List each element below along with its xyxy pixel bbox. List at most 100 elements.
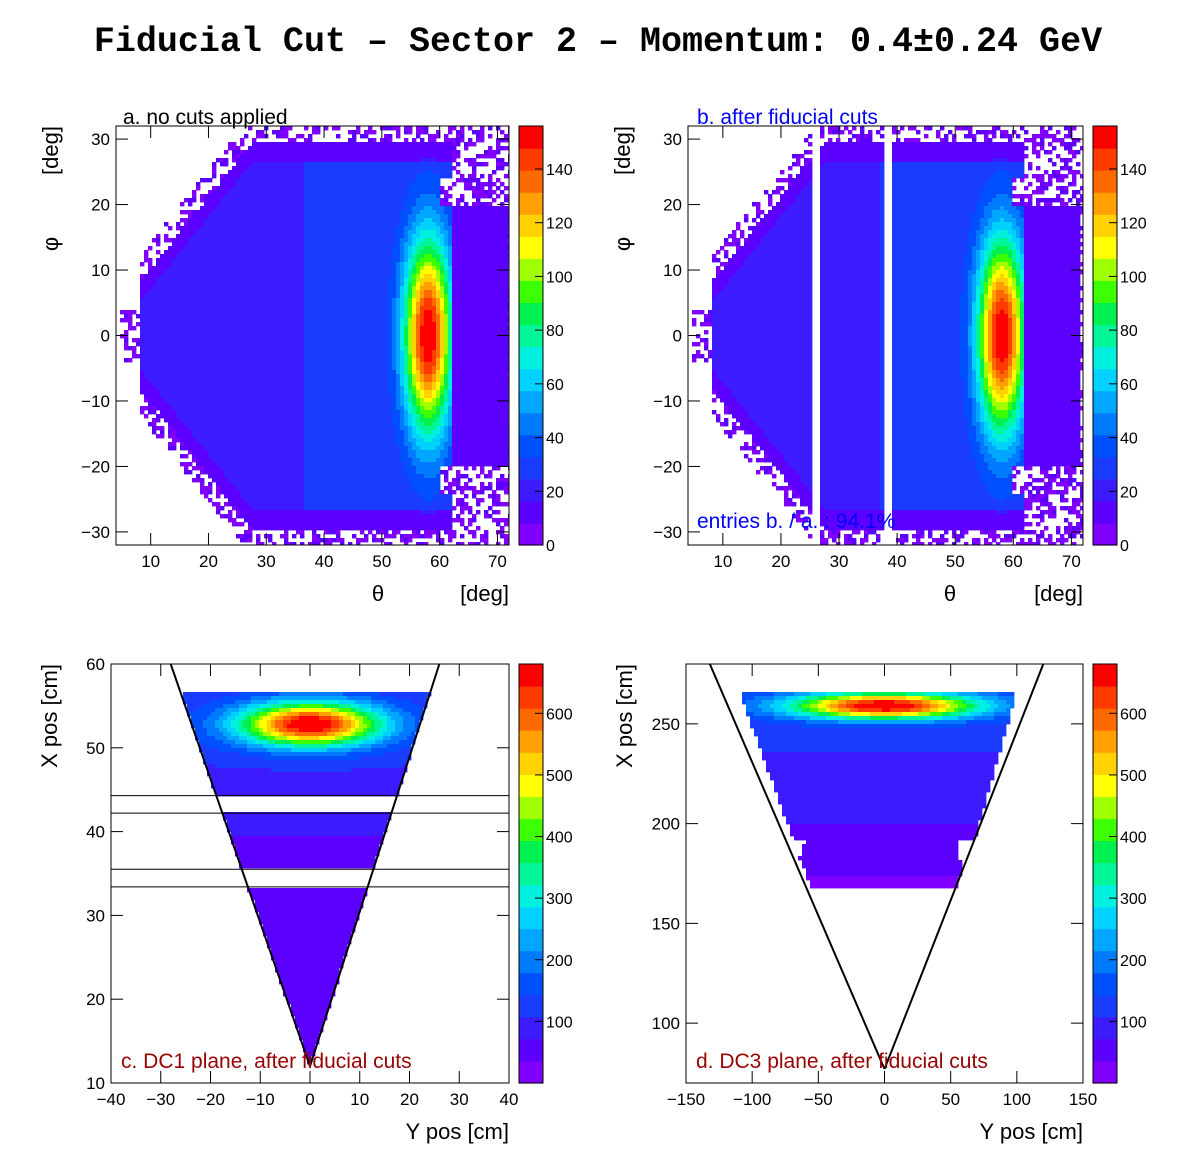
colorbar-tick-label: 600 bbox=[546, 706, 573, 723]
x-axis-symbol: θ bbox=[372, 581, 384, 606]
colorbar-tick-label: 600 bbox=[1120, 706, 1147, 723]
x-tick-label: 40 bbox=[888, 552, 907, 571]
y-tick-label: −10 bbox=[653, 392, 682, 411]
panel-a: 10 20 30 40 50 60 70 −30 −20 −10 0 10 20 30 θ [deg] φ [de… bbox=[38, 106, 573, 606]
x-tick-label: 60 bbox=[1004, 552, 1023, 571]
y-tick-label: 250 bbox=[652, 715, 680, 734]
x-tick-label: 100 bbox=[1003, 1090, 1031, 1109]
y-tick-label: 0 bbox=[673, 327, 682, 346]
colorbar-tick-label: 500 bbox=[1120, 768, 1147, 785]
y-axis-unit: [deg] bbox=[610, 126, 635, 175]
colorbar-tick-label: 60 bbox=[1120, 377, 1138, 394]
x-axis-unit: [deg] bbox=[1034, 581, 1083, 606]
colorbar-tick-label: 20 bbox=[546, 484, 564, 501]
colorbar-b: 0 20 40 60 80 100 120 140 bbox=[1092, 125, 1147, 555]
colorbar-tick-label: 80 bbox=[546, 323, 564, 340]
colorbar-frame bbox=[1092, 125, 1118, 546]
colorbar-tick-label: 140 bbox=[1120, 162, 1147, 179]
heatmap-d bbox=[708, 664, 1045, 1070]
x-axis-symbol: θ bbox=[944, 581, 956, 606]
acceptance-edge-right bbox=[309, 664, 441, 1067]
colorbar-tick-label: 40 bbox=[546, 431, 564, 448]
y-axis-label: X pos [cm] bbox=[37, 664, 62, 768]
colorbar-tick-label: 200 bbox=[546, 953, 573, 970]
x-tick-label: −50 bbox=[804, 1090, 833, 1109]
heatmap-b bbox=[692, 126, 1083, 545]
colorbar-tick-label: 400 bbox=[1120, 830, 1147, 847]
colorbar-tick-label: 20 bbox=[1120, 484, 1138, 501]
panel-annotation: c. DC1 plane, after fiducial cuts bbox=[121, 1050, 412, 1073]
x-tick-label: −40 bbox=[97, 1090, 126, 1109]
x-tick-label: 70 bbox=[488, 552, 507, 571]
colorbar-frame bbox=[1092, 663, 1118, 1084]
colorbar-tick-label: 140 bbox=[546, 162, 573, 179]
colorbar-tick-label: 40 bbox=[1120, 431, 1138, 448]
colorbar-tick-label: 500 bbox=[546, 768, 573, 785]
colorbar-tick-label: 0 bbox=[1120, 538, 1129, 555]
y-tick-label: 20 bbox=[663, 196, 682, 215]
colorbar-tick-label: 200 bbox=[1120, 953, 1147, 970]
x-tick-label: 30 bbox=[257, 552, 276, 571]
y-tick-label: 40 bbox=[86, 823, 105, 842]
colorbar-tick-label: 60 bbox=[546, 377, 564, 394]
x-tick-label: 10 bbox=[713, 552, 732, 571]
colorbar-a: 0 20 40 60 80 100 120 140 bbox=[518, 125, 573, 555]
y-tick-label: 30 bbox=[91, 130, 110, 149]
y-tick-label: −30 bbox=[81, 523, 110, 542]
y-axis-unit: [deg] bbox=[38, 126, 63, 175]
y-axis-symbol: φ bbox=[610, 237, 635, 251]
x-tick-label: −10 bbox=[246, 1090, 275, 1109]
colorbar-tick-label: 300 bbox=[1120, 891, 1147, 908]
colorbar-frame bbox=[518, 663, 544, 1084]
x-tick-label: 50 bbox=[372, 552, 391, 571]
heatmap-c bbox=[111, 664, 509, 1067]
colorbar-c: 100 200 300 400 500 600 bbox=[518, 663, 573, 1084]
panel-annotation: a. no cuts applied bbox=[123, 106, 288, 129]
colorbar-tick-label: 100 bbox=[546, 1014, 573, 1031]
x-tick-label: 40 bbox=[315, 552, 334, 571]
x-tick-label: 10 bbox=[141, 552, 160, 571]
colorbar-tick-label: 120 bbox=[1120, 216, 1147, 233]
y-tick-label: 0 bbox=[101, 327, 110, 346]
colorbar-tick-label: 400 bbox=[546, 830, 573, 847]
panel-c: −40 −30 −20 −10 0 10 20 30 40 10 20 30 40 50 60 Y pos [… bbox=[37, 655, 573, 1144]
y-tick-label: 50 bbox=[86, 739, 105, 758]
panel-annotation: b. after fiducial cuts bbox=[697, 106, 878, 129]
colorbar-frame bbox=[518, 125, 544, 546]
x-tick-label: 70 bbox=[1062, 552, 1081, 571]
colorbar-tick-label: 0 bbox=[546, 538, 555, 555]
x-tick-label: −30 bbox=[146, 1090, 175, 1109]
x-tick-label: 60 bbox=[430, 552, 449, 571]
y-tick-label: 10 bbox=[663, 261, 682, 280]
y-tick-label: 10 bbox=[86, 1074, 105, 1093]
x-tick-label: −150 bbox=[667, 1090, 705, 1109]
x-tick-label: −20 bbox=[196, 1090, 225, 1109]
colorbar-tick-label: 120 bbox=[546, 216, 573, 233]
page-title: Fiducial Cut – Sector 2 – Momentum: 0.4±… bbox=[0, 22, 1196, 62]
y-tick-label: 60 bbox=[86, 655, 105, 674]
y-tick-label: 10 bbox=[91, 261, 110, 280]
y-tick-label: 200 bbox=[652, 815, 680, 834]
colorbar-tick-label: 80 bbox=[1120, 323, 1138, 340]
heatmap-a bbox=[120, 126, 509, 545]
x-axis-label: Y pos [cm] bbox=[979, 1119, 1083, 1144]
x-tick-label: 20 bbox=[199, 552, 218, 571]
colorbar-tick-label: 300 bbox=[546, 891, 573, 908]
y-tick-label: 100 bbox=[652, 1014, 680, 1033]
y-tick-label: −30 bbox=[653, 523, 682, 542]
x-tick-label: 0 bbox=[305, 1090, 314, 1109]
y-tick-label: 20 bbox=[86, 990, 105, 1009]
y-tick-label: 30 bbox=[86, 906, 105, 925]
panel-b: 10 20 30 40 50 60 70 −30 −20 −10 0 10 20 30 θ [deg] φ [de… bbox=[610, 106, 1147, 606]
x-tick-label: 150 bbox=[1069, 1090, 1097, 1109]
x-tick-label: 20 bbox=[771, 552, 790, 571]
colorbar-tick-label: 100 bbox=[546, 269, 573, 286]
y-tick-label: −20 bbox=[81, 457, 110, 476]
panel-d: −150 −100 −50 0 50 100 150 100 150 200 250 Y pos [c… bbox=[612, 663, 1147, 1144]
y-axis-symbol: φ bbox=[38, 237, 63, 251]
acceptance-edge-left bbox=[708, 664, 886, 1070]
y-axis-label: X pos [cm] bbox=[612, 664, 637, 768]
y-tick-label: −10 bbox=[81, 392, 110, 411]
x-tick-label: 30 bbox=[830, 552, 849, 571]
